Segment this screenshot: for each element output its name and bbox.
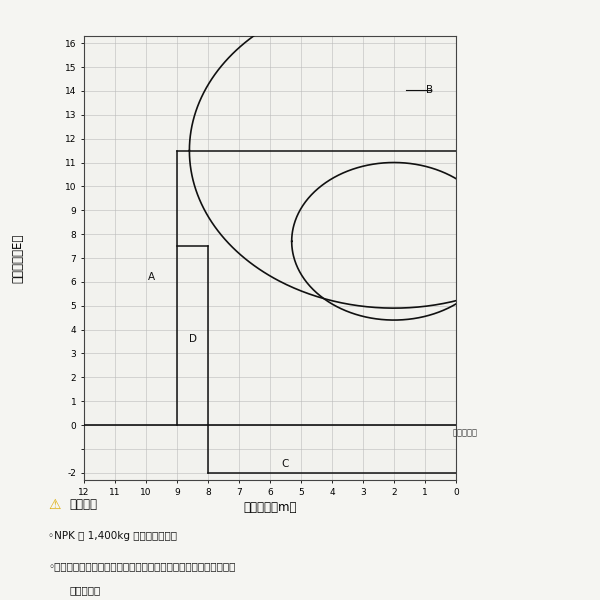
X-axis label: 作業半径（m）: 作業半径（m）	[243, 501, 297, 514]
Text: 注意事項: 注意事項	[69, 498, 97, 511]
Text: 基準地表面: 基準地表面	[453, 428, 478, 437]
Text: ⚠: ⚠	[48, 498, 61, 512]
Text: D: D	[190, 334, 197, 344]
Text: ください。: ください。	[69, 585, 100, 595]
Text: C: C	[281, 459, 289, 469]
Text: B: B	[425, 85, 433, 95]
Text: 作業高さ（E）: 作業高さ（E）	[11, 233, 25, 283]
Text: ◦NPK 製 1,400kg 圧砕機装着時。: ◦NPK 製 1,400kg 圧砕機装着時。	[48, 531, 177, 541]
Text: ◦作業は前後方向で行ってください。横向きでの作業は行わないで: ◦作業は前後方向で行ってください。横向きでの作業は行わないで	[48, 561, 235, 571]
Text: A: A	[148, 272, 155, 282]
